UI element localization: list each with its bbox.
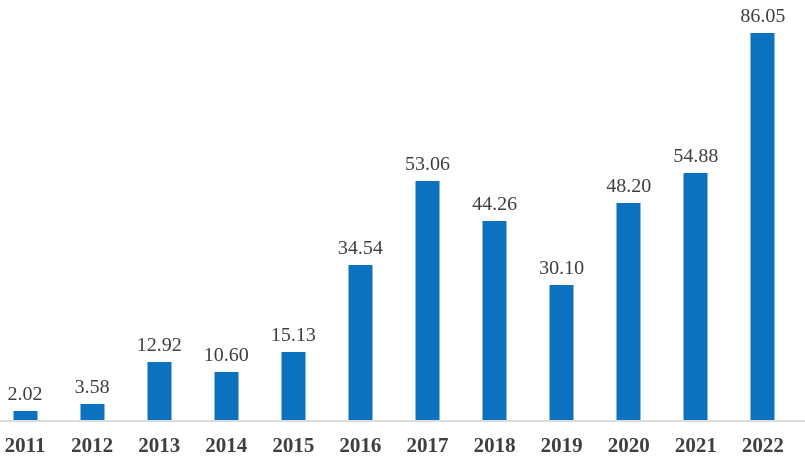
bar bbox=[482, 220, 507, 420]
bar bbox=[348, 264, 373, 420]
x-axis-label: 2014 bbox=[205, 433, 248, 457]
bar-value-label: 15.13 bbox=[270, 323, 316, 346]
bar-column: 3.58 bbox=[59, 0, 126, 420]
x-axis-label: 2013 bbox=[138, 433, 181, 457]
bar bbox=[683, 173, 708, 420]
bar-value-label: 54.88 bbox=[673, 145, 719, 167]
x-axis-label: 2012 bbox=[71, 433, 114, 457]
x-axis-label: 2016 bbox=[339, 433, 382, 457]
bar-column: 2.02 bbox=[0, 0, 59, 420]
bar-value-label: 48.20 bbox=[606, 175, 652, 197]
bar-column: 12.92 bbox=[126, 0, 193, 420]
bar-value-label: 86.05 bbox=[740, 4, 786, 27]
bar-column: 15.13 bbox=[260, 0, 327, 420]
bar-value-label: 53.06 bbox=[405, 153, 450, 176]
bar-column: 48.20 bbox=[595, 0, 662, 420]
bar bbox=[80, 403, 105, 420]
bar bbox=[549, 284, 574, 420]
bar bbox=[616, 203, 641, 420]
bar bbox=[415, 181, 440, 420]
bar bbox=[13, 410, 38, 420]
x-axis-line bbox=[0, 420, 805, 422]
bar bbox=[147, 361, 172, 420]
bar-column: 30.10 bbox=[528, 0, 595, 420]
bar bbox=[281, 351, 306, 420]
bar-value-label: 34.54 bbox=[337, 236, 383, 259]
bar-column: 10.60 bbox=[193, 0, 260, 420]
bar-value-label: 3.58 bbox=[74, 375, 110, 398]
x-axis-label: 2021 bbox=[674, 433, 717, 457]
bar-value-label: 10.60 bbox=[203, 344, 249, 367]
bar-value-label: 44.26 bbox=[472, 192, 518, 215]
x-axis-label: 2018 bbox=[473, 433, 516, 457]
bar-column: 53.06 bbox=[394, 0, 461, 420]
bar-value-label: 12.92 bbox=[136, 333, 182, 356]
x-axis-label: 2015 bbox=[272, 433, 315, 457]
x-axis-label: 2020 bbox=[607, 433, 650, 457]
bar-column: 54.88 bbox=[662, 0, 729, 420]
bar-value-label: 2.02 bbox=[7, 382, 43, 405]
bar bbox=[750, 32, 775, 420]
bar bbox=[214, 372, 239, 420]
x-axis-labels: 2011 2012 2013 2014 2015 2016 2017 2018 2019 2020… bbox=[0, 422, 797, 459]
x-axis-label: 2022 bbox=[741, 433, 784, 457]
x-axis-label: 2019 bbox=[540, 433, 583, 457]
bar-column: 44.26 bbox=[461, 0, 528, 420]
plot-area: 2.02 3.58 12.92 10.60 15.13 34.54 53.06 44.26 30… bbox=[0, 0, 796, 420]
bar-column: 34.54 bbox=[327, 0, 394, 420]
x-axis-label: 2011 bbox=[4, 433, 46, 457]
bar-column: 86.05 bbox=[729, 0, 796, 420]
x-axis-label: 2017 bbox=[406, 433, 449, 457]
bar-value-label: 30.10 bbox=[539, 256, 585, 279]
